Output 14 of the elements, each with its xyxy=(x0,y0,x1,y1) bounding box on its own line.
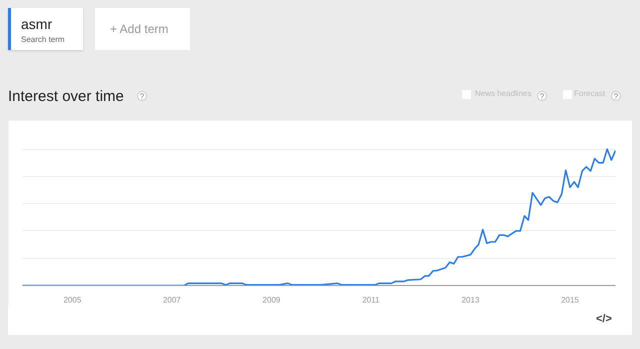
text: asmr xyxy=(21,15,52,34)
text: Search term xyxy=(21,34,65,46)
text: ? xyxy=(137,91,147,101)
x-tick-label: 2005 xyxy=(63,296,82,304)
text: </> xyxy=(596,312,612,327)
text: ? xyxy=(537,91,547,101)
x-tick-label: 2007 xyxy=(162,296,182,304)
x-tick-label: 2009 xyxy=(262,296,281,304)
text: ? xyxy=(611,91,621,101)
x-tick-label: 2011 xyxy=(362,296,380,304)
x-tick-label: 2015 xyxy=(561,296,580,304)
chart-title: Interest over time xyxy=(8,87,124,107)
x-tick-label: 2013 xyxy=(462,296,480,304)
text: + Add term xyxy=(110,21,168,38)
